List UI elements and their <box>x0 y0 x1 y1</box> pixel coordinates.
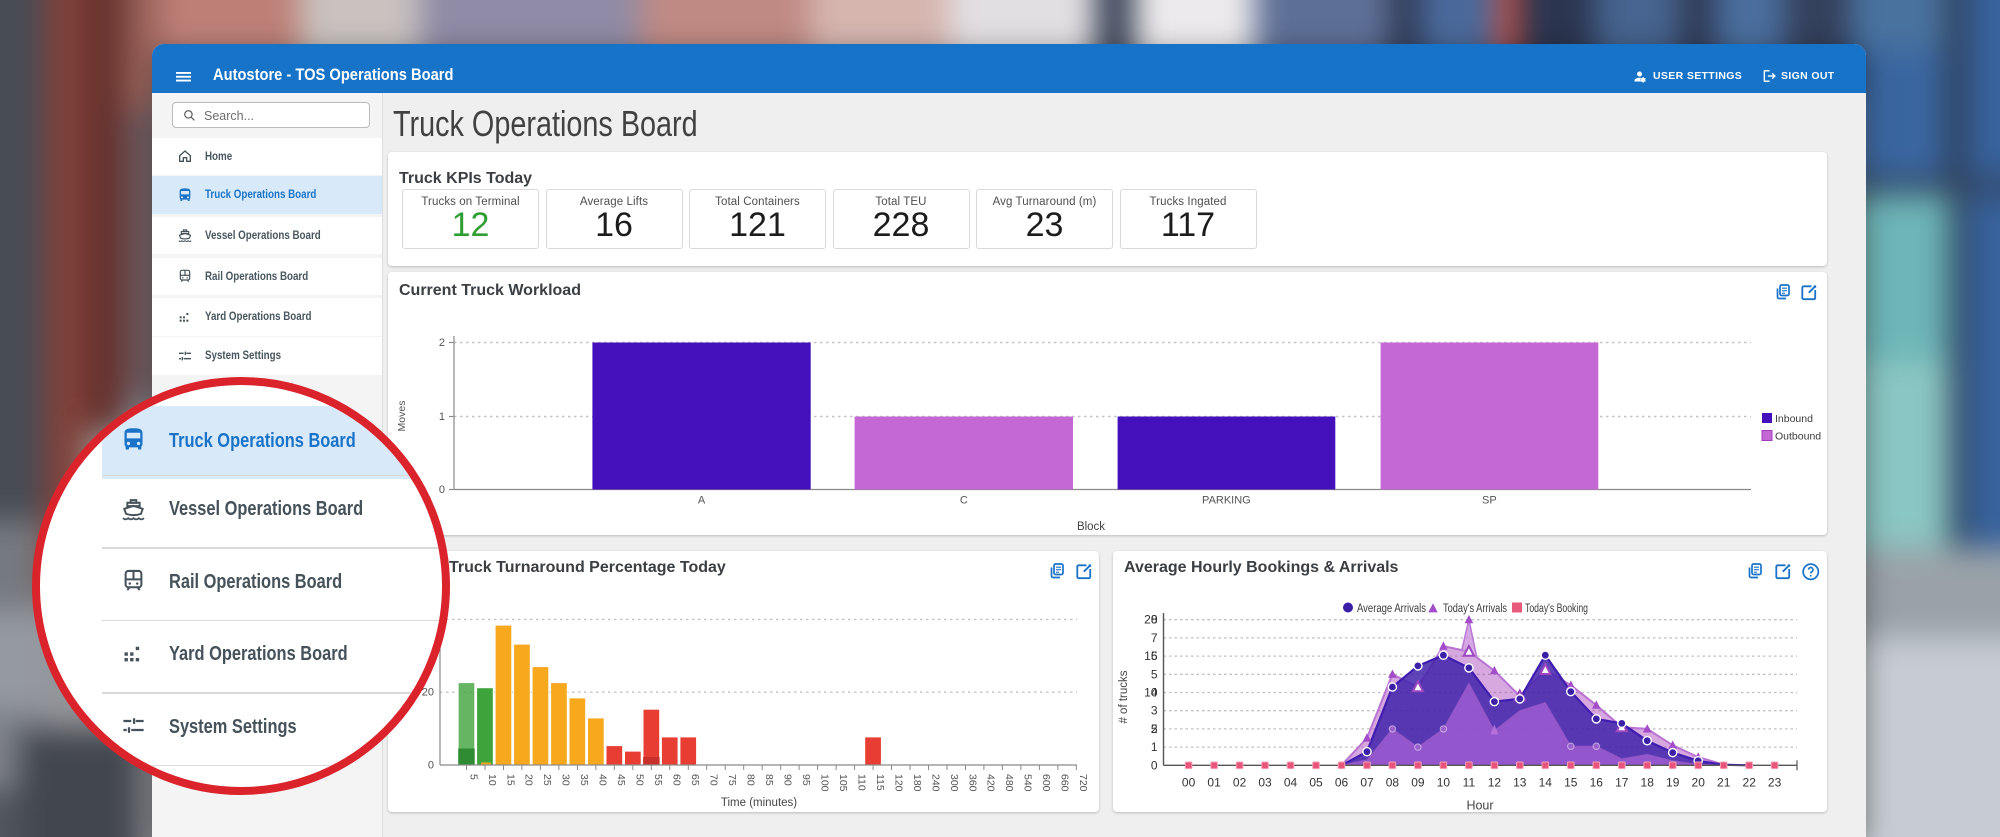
svg-text:23: 23 <box>1768 775 1782 789</box>
svg-text:07: 07 <box>1360 775 1374 789</box>
svg-text:Time (minutes): Time (minutes) <box>721 797 797 809</box>
svg-text:240: 240 <box>929 774 941 792</box>
svg-text:1: 1 <box>1151 740 1158 754</box>
svg-text:13: 13 <box>1513 775 1527 789</box>
svg-text:19: 19 <box>1666 775 1680 789</box>
svg-text:50: 50 <box>634 774 646 786</box>
svg-text:10: 10 <box>486 774 498 786</box>
svg-text:20: 20 <box>1144 613 1158 627</box>
svg-text:Block: Block <box>1077 521 1105 533</box>
svg-text:SP: SP <box>1482 495 1497 507</box>
svg-text:11: 11 <box>1463 775 1476 789</box>
svg-text:02: 02 <box>1233 775 1247 789</box>
svg-text:65: 65 <box>689 774 701 786</box>
svg-text:12: 12 <box>1488 775 1502 789</box>
svg-text:01: 01 <box>1207 775 1221 789</box>
svg-text:18: 18 <box>1641 775 1655 789</box>
svg-text:5: 5 <box>1151 722 1158 736</box>
svg-text:Average Arrivals: Average Arrivals <box>1357 603 1426 615</box>
svg-text:14: 14 <box>1539 775 1553 789</box>
svg-text:540: 540 <box>1022 774 1034 792</box>
svg-text:55: 55 <box>652 774 664 786</box>
svg-text:15: 15 <box>504 774 516 786</box>
svg-text:16: 16 <box>1590 775 1604 789</box>
svg-text:90: 90 <box>782 774 794 786</box>
svg-text:Today's Booking: Today's Booking <box>1525 603 1588 615</box>
svg-text:C: C <box>960 495 968 507</box>
svg-text:420: 420 <box>985 774 997 792</box>
svg-text:80: 80 <box>745 774 757 786</box>
svg-text:105: 105 <box>837 774 849 792</box>
svg-text:06: 06 <box>1335 775 1349 789</box>
svg-text:20: 20 <box>1692 775 1706 789</box>
svg-text:20: 20 <box>523 774 535 786</box>
svg-text:03: 03 <box>1258 775 1272 789</box>
svg-text:04: 04 <box>1284 775 1298 789</box>
svg-text:15: 15 <box>1144 649 1158 663</box>
svg-text:Inbound: Inbound <box>1775 413 1813 425</box>
svg-text:Hour: Hour <box>1466 798 1493 812</box>
svg-text:0: 0 <box>1151 758 1158 772</box>
svg-text:8: 8 <box>1151 613 1158 627</box>
svg-text:115: 115 <box>874 774 886 791</box>
svg-text:600: 600 <box>1040 774 1052 792</box>
svg-text:110: 110 <box>855 774 867 791</box>
svg-text:300: 300 <box>948 774 960 792</box>
svg-text:7: 7 <box>1151 631 1158 645</box>
svg-text:Outbound: Outbound <box>1775 431 1821 443</box>
svg-text:5: 5 <box>1151 667 1158 681</box>
svg-text:660: 660 <box>1059 774 1071 792</box>
svg-text:00: 00 <box>1182 775 1196 789</box>
svg-text:25: 25 <box>541 774 553 786</box>
svg-text:30: 30 <box>560 774 572 786</box>
svg-text:360: 360 <box>966 774 978 792</box>
svg-text:120: 120 <box>892 774 904 792</box>
svg-text:05: 05 <box>1309 775 1323 789</box>
svg-text:6: 6 <box>1151 649 1158 663</box>
svg-text:Today's Arrivals: Today's Arrivals <box>1443 603 1507 615</box>
svg-text:# of trucks: # of trucks <box>1118 670 1130 723</box>
svg-text:PARKING: PARKING <box>1202 495 1251 507</box>
svg-text:2: 2 <box>1151 722 1158 736</box>
svg-text:3: 3 <box>1151 704 1158 718</box>
svg-text:4: 4 <box>1151 686 1158 700</box>
svg-text:480: 480 <box>1003 774 1015 792</box>
svg-text:100: 100 <box>818 774 830 792</box>
svg-text:45: 45 <box>615 774 627 786</box>
svg-text:08: 08 <box>1386 775 1400 789</box>
svg-text:A: A <box>698 495 706 507</box>
svg-text:09: 09 <box>1411 775 1425 789</box>
svg-text:60: 60 <box>671 774 683 786</box>
svg-text:40: 40 <box>597 774 609 786</box>
svg-text:70: 70 <box>708 774 720 786</box>
svg-text:35: 35 <box>578 774 590 786</box>
svg-text:15: 15 <box>1564 775 1578 789</box>
svg-text:95: 95 <box>800 774 812 786</box>
svg-text:10: 10 <box>1144 686 1158 700</box>
svg-text:75: 75 <box>726 774 738 786</box>
svg-text:22: 22 <box>1743 775 1757 789</box>
svg-text:85: 85 <box>763 774 775 786</box>
svg-text:2: 2 <box>439 337 445 349</box>
svg-text:180: 180 <box>911 774 923 792</box>
svg-text:21: 21 <box>1717 775 1731 789</box>
svg-text:10: 10 <box>1437 775 1451 789</box>
svg-text:720: 720 <box>1077 774 1089 792</box>
svg-text:5: 5 <box>467 774 479 780</box>
svg-text:17: 17 <box>1615 775 1629 789</box>
svg-text:0: 0 <box>439 484 445 496</box>
